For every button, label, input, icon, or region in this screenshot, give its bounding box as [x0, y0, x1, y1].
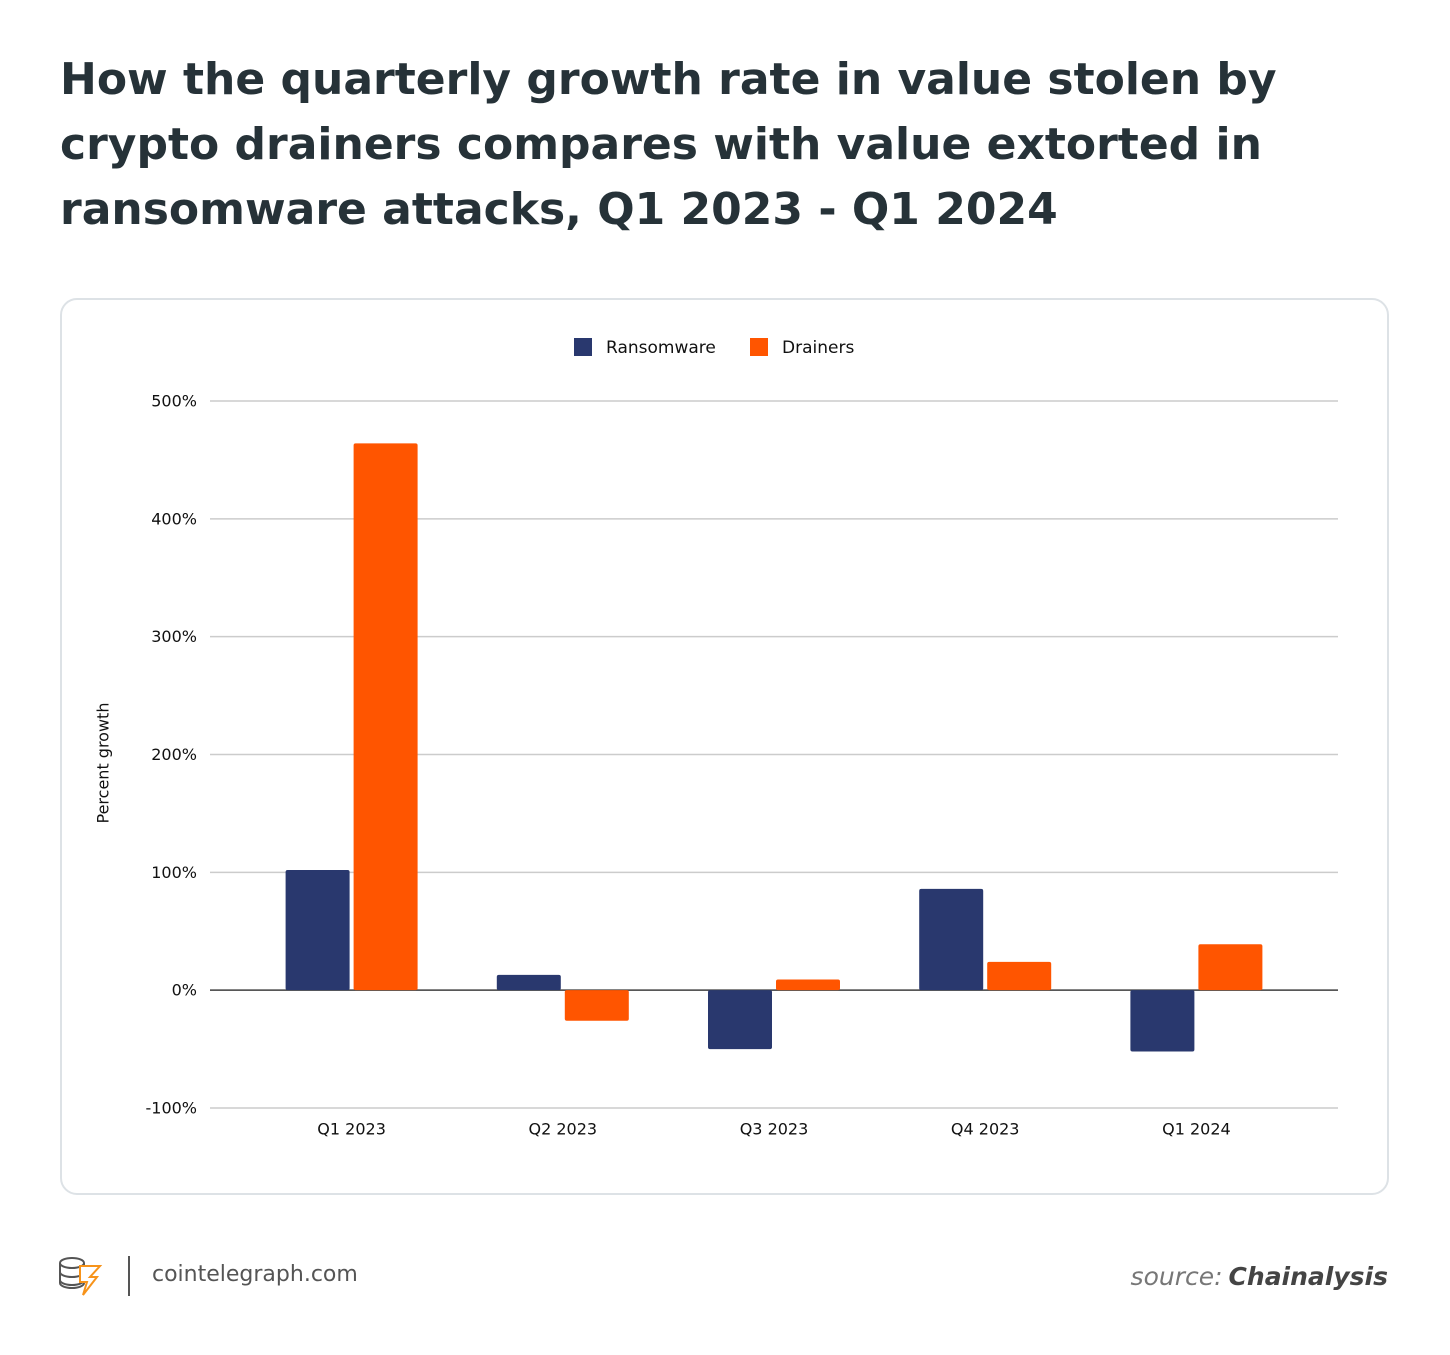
x-tick-label: Q4 2023	[951, 1120, 1020, 1139]
bar	[496, 974, 561, 991]
bar	[919, 888, 984, 991]
bar	[1198, 944, 1263, 991]
y-tick-label: 100%	[151, 863, 197, 882]
card	[60, 298, 1389, 1195]
legend-label: Drainers	[782, 338, 854, 358]
brand: cointelegraph.com	[152, 1262, 358, 1287]
bar	[987, 961, 1052, 991]
legend-label: Ransomware	[606, 338, 716, 358]
title-line: crypto drainers compares with value exto…	[60, 119, 1262, 170]
bar	[564, 990, 629, 1021]
bar	[708, 990, 772, 1050]
bar	[285, 869, 350, 991]
y-tick-label: 200%	[151, 745, 197, 764]
source-name: Chainalysis	[1229, 1262, 1388, 1291]
x-tick-label: Q1 2023	[317, 1120, 386, 1139]
legend-swatch	[750, 338, 768, 356]
y-tick-label: 0%	[172, 981, 197, 1000]
title-line: How the quarterly growth rate in value s…	[60, 54, 1277, 105]
logo	[59, 1256, 130, 1296]
legend-swatch	[574, 338, 592, 356]
x-tick-label: Q2 2023	[529, 1120, 598, 1139]
y-axis-label: Percent growth	[94, 703, 113, 824]
x-tick-label: Q1 2024	[1162, 1120, 1231, 1139]
y-tick-label: 400%	[151, 509, 197, 528]
x-tick-label: Q3 2023	[740, 1120, 809, 1139]
title: How the quarterly growth rate in value s…	[60, 54, 1277, 235]
source-label: source:	[1131, 1262, 1223, 1291]
bar	[353, 443, 418, 991]
source: source: Chainalysis	[1131, 1262, 1388, 1291]
bar	[1130, 990, 1195, 1052]
title-line: ransomware attacks, Q1 2023 - Q1 2024	[60, 184, 1058, 235]
y-tick-label: 300%	[151, 627, 197, 646]
bar	[776, 979, 840, 991]
y-tick-label: 500%	[151, 392, 197, 411]
y-tick-label: -100%	[145, 1099, 197, 1118]
